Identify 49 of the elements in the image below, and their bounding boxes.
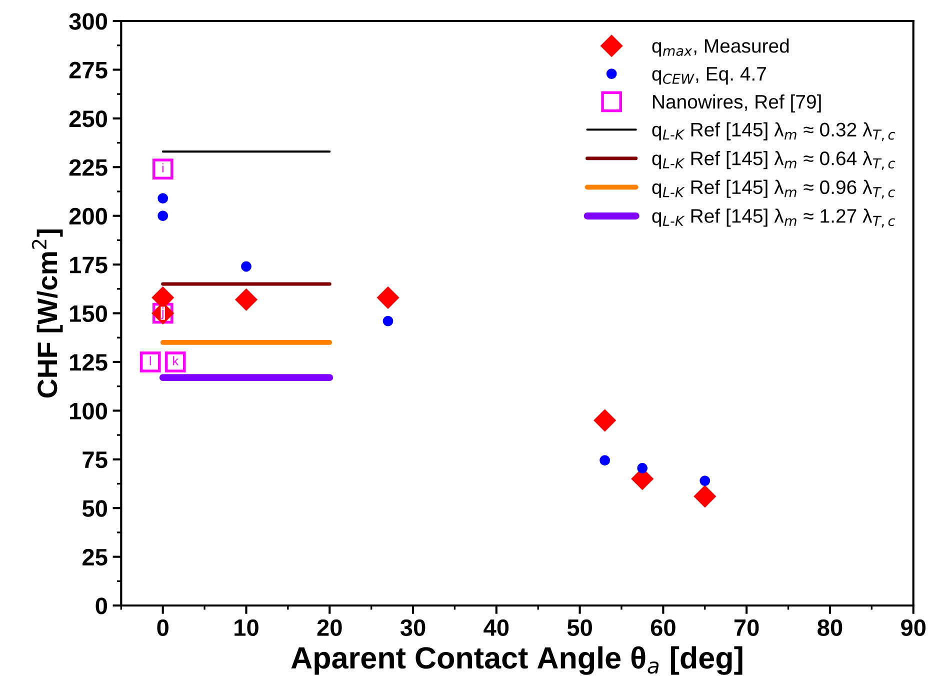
point (694, 485, 716, 508)
point (600, 455, 610, 466)
annotation: l (150, 356, 151, 366)
y-tick-label: 150 (70, 305, 107, 322)
x-tick-label: 0 (157, 619, 168, 636)
y-tick-label: 175 (70, 256, 108, 274)
legend-label: q$_{L‐K}$ Ref [145] λ$_{m}$ ≈ 1.27 λ$_{T,c}$ (652, 208, 896, 228)
x-tick-label: 20 (317, 619, 342, 636)
y-tick-label: 300 (69, 13, 107, 30)
x-tick-label: 70 (734, 619, 759, 636)
y-tick-label: 75 (82, 452, 108, 468)
point (700, 476, 710, 486)
point (241, 261, 252, 272)
point (376, 286, 400, 309)
point (594, 409, 616, 432)
legend-label: q$_{CEW}$, Eq. 4.7 (652, 67, 766, 85)
annotation: k (173, 356, 179, 366)
y-tick-label: 0 (96, 598, 107, 614)
x-tick-label: 40 (484, 619, 509, 636)
legend-label: Nanowires, Ref [79] (653, 94, 821, 113)
y-tick-label: 50 (82, 500, 107, 517)
y-tick-label: 250 (69, 110, 107, 128)
y-tick-label: 25 (82, 548, 108, 566)
x-tick-label: 30 (400, 619, 426, 636)
y-tick-label: 225 (69, 159, 108, 176)
y-tick-label: 275 (69, 62, 108, 78)
point (382, 316, 394, 326)
legend-label: q$_{max}$, Measured (652, 38, 789, 57)
x-axis-title: Aparent Contact Angle θ$_{a}$ [deg] (291, 646, 742, 675)
x-tick-label: 80 (818, 619, 842, 636)
x-tick-label: 10 (234, 619, 258, 636)
legend-label: q$_{L‐K}$ Ref [145] λ$_{m}$ ≈ 0.64 λ$_{T,c}$ (652, 151, 896, 170)
x-tick-label: 60 (650, 619, 676, 636)
annotation: j (161, 307, 164, 320)
y-tick-label: 125 (70, 354, 108, 371)
annotation: i (162, 163, 164, 172)
x-tick-label: 90 (901, 619, 926, 636)
legend-label: q$_{L‐K}$ Ref [145] λ$_{m}$ ≈ 0.96 λ$_{T,c}$ (652, 180, 896, 199)
legend-label: q$_{L‐K}$ Ref [145] λ$_{m}$ ≈ 0.32 λ$_{T,c}$ (652, 122, 896, 142)
point (158, 193, 168, 204)
point (235, 288, 258, 311)
point (158, 210, 168, 222)
y-tick-label: 200 (69, 208, 107, 225)
x-tick-label: 50 (567, 619, 592, 636)
y-axis-title: CHF [W/cm$^{2}$] (32, 229, 63, 398)
point (152, 158, 174, 180)
y-tick-label: 100 (70, 402, 107, 420)
point (637, 462, 648, 474)
point (140, 352, 161, 372)
